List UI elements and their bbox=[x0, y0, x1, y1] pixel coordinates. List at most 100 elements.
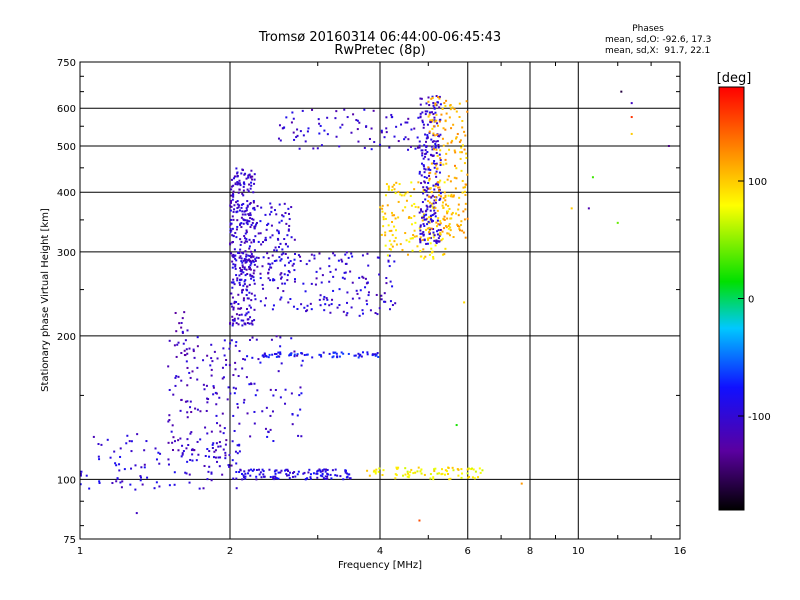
data-point bbox=[187, 444, 190, 447]
data-point bbox=[322, 298, 325, 301]
data-point bbox=[432, 184, 435, 187]
data-point bbox=[385, 183, 388, 186]
data-point bbox=[365, 299, 368, 302]
data-point bbox=[387, 188, 390, 191]
data-point bbox=[236, 175, 239, 178]
data-point bbox=[388, 265, 391, 268]
data-point bbox=[417, 206, 420, 209]
data-point bbox=[375, 468, 378, 471]
data-point bbox=[143, 463, 146, 466]
data-point bbox=[425, 137, 428, 140]
data-point bbox=[284, 402, 287, 405]
data-point bbox=[268, 468, 271, 471]
data-point bbox=[448, 207, 451, 210]
data-point bbox=[249, 175, 252, 178]
data-point bbox=[453, 108, 456, 111]
data-point bbox=[298, 394, 301, 397]
data-point bbox=[439, 159, 442, 162]
data-point bbox=[317, 118, 320, 121]
data-point bbox=[379, 206, 382, 209]
data-point bbox=[231, 440, 234, 443]
data-point bbox=[168, 419, 171, 422]
data-point bbox=[214, 449, 217, 452]
data-point bbox=[335, 135, 338, 138]
data-point bbox=[302, 282, 305, 285]
data-point bbox=[412, 234, 415, 237]
data-point bbox=[428, 174, 431, 177]
data-point bbox=[434, 185, 437, 188]
data-point bbox=[455, 137, 458, 140]
data-point bbox=[442, 144, 445, 147]
data-point bbox=[236, 171, 239, 174]
data-point bbox=[239, 255, 242, 258]
data-point bbox=[413, 202, 416, 205]
data-point bbox=[422, 164, 425, 167]
data-point bbox=[414, 221, 417, 224]
data-point bbox=[467, 467, 470, 470]
data-point bbox=[248, 304, 251, 307]
data-point bbox=[251, 323, 254, 326]
data-point bbox=[398, 183, 401, 186]
data-point bbox=[252, 260, 255, 263]
data-point bbox=[283, 282, 286, 285]
data-point bbox=[250, 382, 253, 385]
data-point bbox=[248, 283, 251, 286]
data-point bbox=[234, 263, 237, 266]
data-point bbox=[338, 355, 341, 358]
data-point bbox=[242, 259, 245, 262]
data-point bbox=[290, 121, 293, 124]
stats-title: Phases bbox=[632, 24, 664, 34]
x-tick-label: 4 bbox=[377, 546, 383, 557]
data-point bbox=[273, 209, 276, 212]
data-point bbox=[319, 267, 322, 270]
data-point bbox=[238, 350, 241, 353]
data-point bbox=[279, 273, 282, 276]
data-point bbox=[203, 388, 206, 391]
data-point bbox=[426, 242, 429, 245]
data-point bbox=[458, 227, 461, 230]
data-point bbox=[451, 211, 454, 214]
data-point bbox=[174, 384, 177, 387]
data-point bbox=[279, 351, 282, 354]
data-point bbox=[284, 242, 287, 245]
data-point bbox=[185, 348, 188, 351]
data-point bbox=[455, 167, 458, 170]
data-point bbox=[446, 217, 449, 220]
data-point bbox=[221, 366, 224, 369]
data-point bbox=[225, 363, 228, 366]
data-point bbox=[442, 163, 445, 166]
data-point bbox=[303, 306, 306, 309]
data-point bbox=[385, 131, 388, 134]
data-point bbox=[323, 295, 326, 298]
data-point bbox=[259, 232, 262, 235]
data-point bbox=[381, 207, 384, 210]
data-point bbox=[372, 109, 375, 112]
data-point bbox=[442, 218, 445, 221]
data-point bbox=[307, 471, 310, 474]
data-point bbox=[616, 221, 619, 224]
data-point bbox=[270, 338, 273, 341]
data-point bbox=[421, 232, 424, 235]
data-point bbox=[432, 478, 435, 481]
data-point bbox=[311, 108, 314, 111]
data-point bbox=[414, 205, 417, 208]
data-point bbox=[242, 189, 245, 192]
data-point bbox=[306, 477, 309, 480]
data-point bbox=[404, 121, 407, 124]
data-point bbox=[427, 166, 430, 169]
data-point bbox=[119, 455, 122, 458]
data-point bbox=[391, 304, 394, 307]
data-point bbox=[347, 473, 350, 476]
data-point bbox=[310, 282, 313, 285]
data-point bbox=[410, 223, 413, 226]
data-point bbox=[238, 274, 241, 277]
data-point bbox=[287, 228, 290, 231]
data-point bbox=[434, 212, 437, 215]
data-point bbox=[123, 468, 126, 471]
data-point bbox=[111, 482, 114, 485]
data-point bbox=[420, 149, 423, 152]
data-point bbox=[459, 151, 462, 154]
data-point bbox=[308, 259, 311, 262]
data-point bbox=[250, 292, 253, 295]
data-point bbox=[430, 145, 433, 148]
